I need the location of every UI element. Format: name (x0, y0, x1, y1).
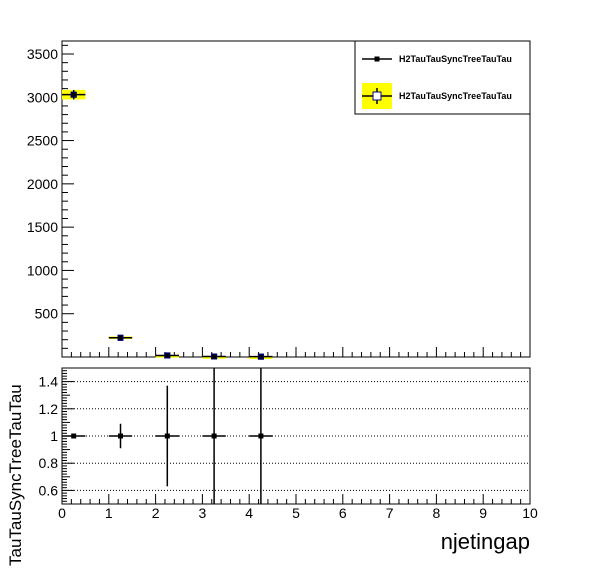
ratio-x-tick-label: 7 (386, 505, 394, 521)
main-y-tick-label: 2000 (27, 176, 58, 192)
legend-label-1: H2TauTauSyncTreeTauTau (399, 54, 512, 64)
ratio-x-tick-labels: 0 1 2 3 4 5 6 7 8 9 10 (58, 505, 538, 521)
ratio-y-tick-label: 0.8 (39, 455, 59, 471)
legend-entry-1: H2TauTauSyncTreeTauTau (362, 54, 512, 64)
marker (164, 352, 171, 359)
ratio-y-tick-labels: 0.6 0.8 1 1.2 1.4 (39, 374, 59, 499)
marker (118, 433, 123, 439)
main-y-tick-label: 1000 (27, 262, 58, 278)
ratio-x-tick-label: 8 (433, 505, 441, 521)
ratio-x-tick-label: 9 (479, 505, 487, 521)
ratio-x-tick-label: 3 (199, 505, 207, 521)
marker (257, 353, 264, 360)
ratio-x-tick-label: 6 (339, 505, 347, 521)
ratio-data-point (62, 433, 86, 439)
open-marker (117, 334, 124, 341)
marker (117, 334, 124, 341)
ratio-ticks (61, 367, 531, 505)
main-y-tick-label: 1500 (27, 219, 58, 235)
legend-label-2: H2TauTauSyncTreeTauTau (399, 91, 512, 101)
legend-marker-2 (372, 91, 382, 101)
marker (211, 433, 217, 439)
main-y-tick-label: 2500 (27, 133, 58, 149)
ratio-data-point (155, 385, 179, 487)
ratio-y-tick-label: 1 (50, 428, 58, 444)
legend-marker-1 (374, 56, 380, 62)
main-y-tick-label: 3500 (27, 46, 58, 62)
marker (164, 433, 170, 439)
ratio-data-point (108, 423, 133, 449)
y-axis-title: TauTauSyncTreeTauTau (6, 384, 25, 566)
main-y-tick-labels: 500 1000 1500 2000 2500 3000 3500 (27, 46, 58, 322)
ratio-x-tick-label: 10 (522, 505, 538, 521)
ratio-data-point (202, 368, 226, 504)
main-data-point (62, 89, 86, 100)
ratio-y-tick-label: 1.4 (39, 374, 59, 390)
ratio-y-tick-label: 1.2 (39, 401, 59, 417)
x-axis-title: njetingap (441, 529, 530, 554)
marker (70, 91, 77, 98)
main-data-point (249, 353, 273, 360)
open-marker (70, 91, 77, 98)
main-data-points (62, 89, 273, 360)
ratio-panel: 0.6 0.8 1 1.2 1.4 0 1 2 3 4 5 6 7 8 9 10 njetingap Tau… (6, 367, 538, 566)
ratio-x-tick-label: 4 (245, 505, 253, 521)
ratio-y-tick-label: 0.6 (39, 482, 59, 498)
main-ticks (61, 44, 531, 358)
main-data-point (155, 352, 179, 359)
main-y-tick-label: 500 (35, 306, 59, 322)
main-y-tick-label: 3000 (27, 89, 58, 105)
ratio-data-point (249, 368, 273, 504)
legend-entry-2: H2TauTauSyncTreeTauTau (362, 83, 512, 109)
ratio-data-points (62, 368, 273, 504)
legend: H2TauTauSyncTreeTauTau H2TauTauSyncTreeT… (354, 40, 531, 115)
main-data-point (108, 334, 133, 341)
marker (258, 433, 264, 439)
open-marker (211, 353, 218, 360)
ratio-x-tick-label: 5 (292, 505, 300, 521)
open-marker (257, 353, 264, 360)
ratio-x-tick-label: 1 (105, 505, 113, 521)
open-marker (164, 352, 171, 359)
marker (71, 433, 77, 439)
ratio-x-tick-label: 2 (152, 505, 160, 521)
ratio-grid (62, 381, 530, 491)
main-data-point (202, 353, 226, 360)
ratio-x-tick-label: 0 (58, 505, 66, 521)
marker (211, 353, 218, 360)
